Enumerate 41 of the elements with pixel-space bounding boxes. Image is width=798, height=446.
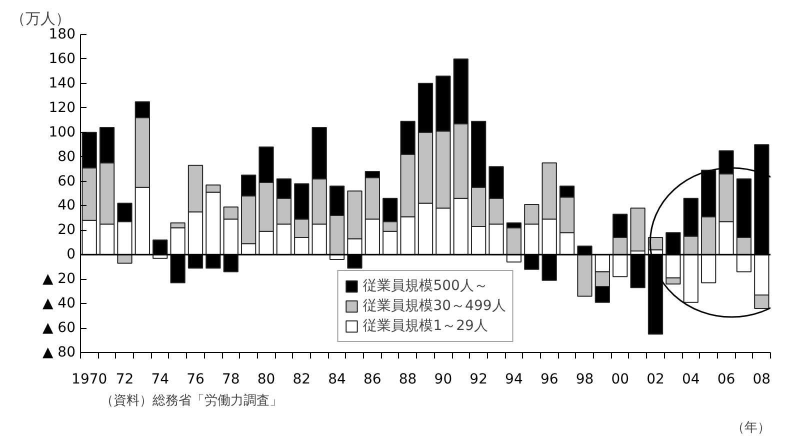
y-tick-label: 80 bbox=[58, 148, 76, 165]
x-tick-label: 92 bbox=[470, 372, 488, 388]
x-tick-label: 90 bbox=[434, 372, 452, 388]
y-tick-label: ▲ 60 bbox=[42, 320, 76, 336]
x-tick-label: 98 bbox=[576, 372, 594, 388]
text: （資料）総務省「労働力調査」 bbox=[100, 394, 282, 408]
x-tick-label: 02 bbox=[646, 372, 664, 388]
y-tick-label: ▲ 40 bbox=[42, 296, 76, 312]
x-tick-label: 74 bbox=[151, 372, 170, 388]
x-tick-label: 86 bbox=[364, 372, 382, 388]
x-tick-label: 76 bbox=[186, 372, 204, 388]
x-tick-label: 88 bbox=[398, 372, 417, 388]
y-tick-label: 140 bbox=[48, 75, 76, 92]
y-tick-label: 100 bbox=[48, 124, 76, 140]
y-axis-title: （万人） bbox=[10, 10, 70, 28]
bar bbox=[630, 208, 646, 252]
y-tick-label: ▲ 20 bbox=[42, 271, 76, 288]
x-axis-title: （年） bbox=[732, 420, 770, 436]
x-tick-label: 1970 bbox=[72, 372, 108, 388]
x-tick-label: 96 bbox=[540, 372, 558, 388]
x-tick-label: 00 bbox=[611, 372, 630, 388]
x-tick-label: 84 bbox=[328, 372, 346, 388]
legend-label: 従業員規模1～29人 bbox=[363, 317, 488, 335]
y-tick-label: 120 bbox=[48, 100, 76, 116]
y-tick-label: 0 bbox=[66, 246, 76, 263]
y-tick-label: 20 bbox=[58, 222, 76, 238]
x-tick-label: 08 bbox=[752, 372, 771, 388]
x-tick-label: 06 bbox=[717, 372, 736, 388]
y-tick-label: 60 bbox=[58, 173, 76, 190]
x-tick-label: 72 bbox=[116, 372, 134, 388]
y-tick-label: 180 bbox=[48, 26, 76, 42]
y-tick-label: ▲ 80 bbox=[42, 344, 76, 360]
legend-label: 従業員規模500人～ bbox=[363, 277, 488, 295]
y-tick-label: 40 bbox=[58, 198, 76, 214]
x-tick-label: 04 bbox=[682, 372, 700, 388]
x-tick-label: 80 bbox=[257, 372, 276, 388]
x-tick-label: 78 bbox=[222, 372, 240, 388]
x-tick-label: 82 bbox=[292, 372, 311, 388]
y-tick-label: 160 bbox=[48, 50, 76, 67]
x-tick-label: 94 bbox=[505, 372, 523, 388]
legend-label: 従業員規模30～499人 bbox=[363, 297, 506, 315]
